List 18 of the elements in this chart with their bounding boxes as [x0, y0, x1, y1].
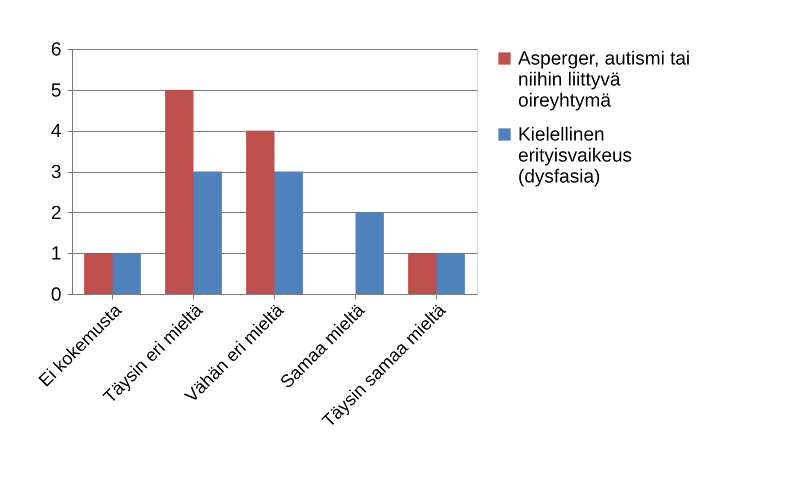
y-tick-label: 5: [50, 80, 62, 102]
y-tick-label: 2: [50, 202, 62, 224]
bar: [356, 212, 384, 294]
legend-label: Kielellinen erityisvaikeus (dysfasia): [518, 124, 632, 188]
y-tick-label: 3: [50, 162, 62, 183]
y-tick-label: 1: [50, 244, 62, 265]
bar: [194, 172, 222, 294]
bar: [112, 253, 141, 294]
bar: [246, 130, 274, 294]
y-tick-label: 6: [50, 40, 62, 60]
legend-label: Asperger, autismi tai niihin liittyvä oireyhtymä: [518, 48, 690, 112]
bar: [436, 253, 465, 294]
bar: [84, 253, 112, 294]
bar: [408, 253, 436, 294]
bar: [274, 172, 303, 294]
y-tick-label: 4: [50, 121, 62, 142]
y-tick-label: 0: [50, 284, 62, 306]
bar: [165, 90, 194, 294]
